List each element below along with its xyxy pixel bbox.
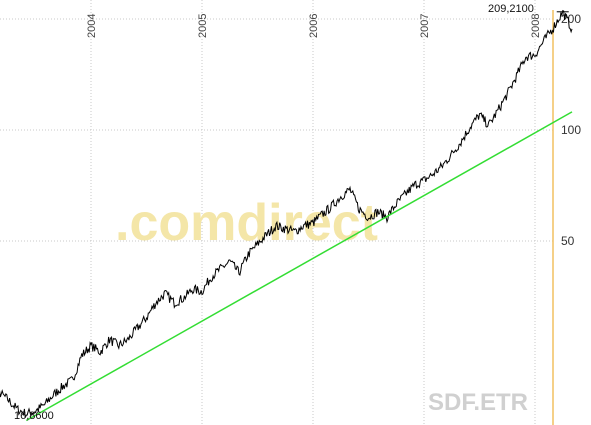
series xyxy=(0,9,573,422)
grid xyxy=(0,0,553,425)
symbol-label: SDF.ETR xyxy=(428,389,528,416)
x-tick-label: 2006 xyxy=(308,14,320,38)
low-annotation: 16,8600 xyxy=(14,410,54,422)
x-tick-label: 2005 xyxy=(197,14,209,38)
trend-line xyxy=(25,111,573,422)
price-line xyxy=(0,9,573,418)
y-axis: 200 100 50 xyxy=(561,12,581,248)
y-tick-label: 200 xyxy=(561,12,581,26)
y-tick-label: 100 xyxy=(561,123,581,137)
x-tick-label: 2007 xyxy=(419,14,431,38)
x-axis: 2004 2005 2006 2007 2008 xyxy=(86,14,542,38)
x-tick-label: 2008 xyxy=(530,14,542,38)
x-tick-label: 2004 xyxy=(86,14,98,38)
y-tick-label: 50 xyxy=(561,234,575,248)
high-annotation: 209,2100 xyxy=(488,3,534,15)
